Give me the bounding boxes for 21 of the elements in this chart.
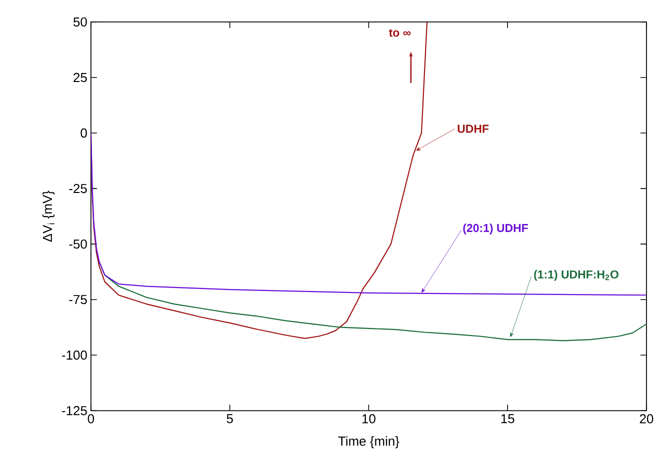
y-tick-label: 0 — [80, 128, 87, 138]
y-tick-label: 50 — [73, 18, 87, 27]
y-tick-label: 25 — [74, 73, 87, 82]
line-series — [90, 22, 428, 340]
x-tick-label: 10 — [362, 414, 376, 424]
y-tick-label: -25 — [69, 184, 87, 194]
annotation: UDHF — [458, 125, 489, 134]
annotation: (20:1) UDHF — [463, 224, 528, 235]
x-axis-title: Time {min} — [338, 436, 400, 449]
y-tick-label: -125 — [62, 406, 87, 416]
annotation: (1:1) UDHF:H$_{2}$O — [534, 270, 618, 281]
x-tick-label: 0 — [88, 414, 94, 424]
annotation: to ∞ — [388, 29, 411, 37]
x-tick-label: 15 — [501, 414, 514, 424]
x-tick-label: 20 — [640, 414, 654, 424]
y-tick-label: -75 — [69, 295, 87, 304]
y-tick-label: -100 — [62, 350, 87, 360]
x-tick-label: 5 — [226, 414, 233, 424]
y-tick-label: -50 — [69, 240, 87, 249]
y-axis-title: ΔV$_{i}$ {mV} — [42, 190, 55, 242]
line-series — [90, 132, 646, 296]
